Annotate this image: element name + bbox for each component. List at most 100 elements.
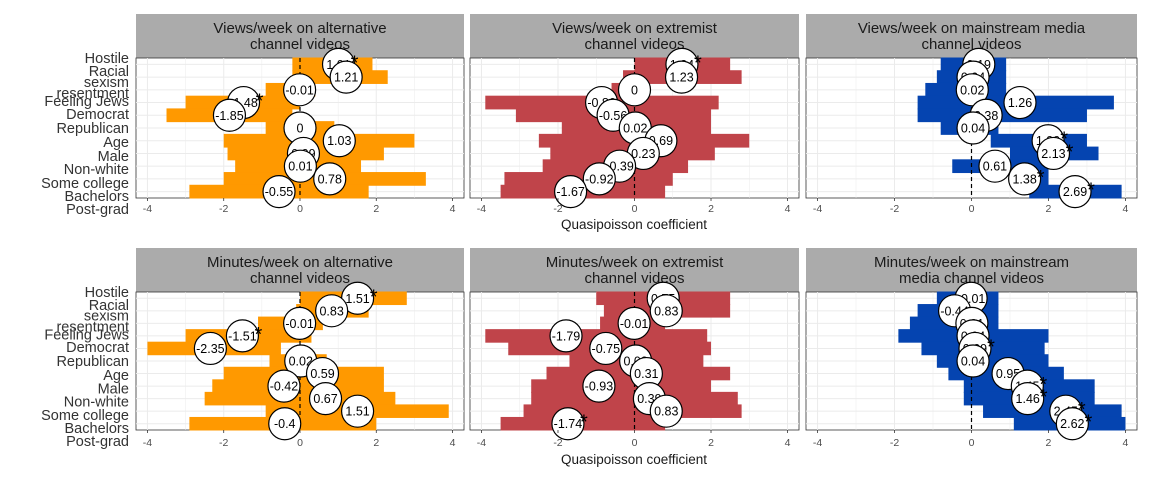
x-tick-label: -4 — [143, 437, 152, 449]
y-tick-label: resentment — [56, 86, 129, 102]
significance-star: * — [1040, 387, 1048, 409]
x-tick-label: -4 — [143, 203, 152, 215]
x-tick-label: -2 — [890, 437, 899, 449]
facet-title: Minutes/week on alternative — [207, 254, 393, 271]
estimate-point — [308, 382, 343, 416]
estimate-label: -0.75 — [592, 342, 621, 356]
estimate-point — [1008, 162, 1042, 196]
estimate-label: -1.51 — [228, 329, 257, 343]
estimate-label: 0.61 — [983, 160, 1007, 174]
estimate-label: -0.42 — [270, 380, 299, 394]
y-tick-label: Feeling Jews — [44, 94, 129, 110]
x-tick-label: -2 — [219, 437, 228, 449]
estimate-label: 0.02 — [289, 355, 313, 369]
x-tick-label: 0 — [297, 437, 303, 449]
estimate-label: 0.02 — [960, 83, 984, 97]
x-tick-label: 0 — [632, 437, 638, 449]
estimate-label: -0.56 — [599, 109, 628, 123]
x-tick-label: 4 — [450, 203, 456, 215]
x-tick-label: 2 — [708, 437, 714, 449]
x-axis-title-top: Quasipoisson coefficient — [561, 217, 707, 232]
x-tick-label: 2 — [1046, 203, 1052, 215]
significance-star: * — [370, 286, 378, 308]
estimate-label: 1.46 — [1016, 392, 1040, 406]
estimate-label: 0.04 — [961, 355, 985, 369]
estimate-point — [582, 369, 616, 403]
estimate-point — [1011, 382, 1045, 416]
x-tick-label: -2 — [890, 203, 899, 215]
interval-bar — [223, 133, 415, 148]
estimate-point — [956, 344, 990, 378]
estimate-point — [283, 149, 317, 183]
estimate-point — [1055, 407, 1089, 441]
estimate-point — [551, 407, 585, 441]
y-tick-label: Non-white — [64, 394, 129, 410]
x-axis-title-bottom: Quasipoisson coefficient — [561, 452, 707, 467]
estimate-label: -0.92 — [585, 172, 614, 186]
facet-title: channel videos — [250, 36, 350, 53]
estimate-point — [340, 394, 375, 428]
estimate-label: 0.01 — [288, 160, 312, 174]
estimate-label: 1.03 — [327, 134, 351, 148]
estimate-point — [978, 149, 1012, 183]
x-tick-label: 0 — [632, 203, 638, 215]
facet-strip — [470, 248, 799, 292]
y-tick-label: sexism — [84, 309, 129, 325]
estimate-point — [649, 294, 683, 328]
x-tick-label: 0 — [969, 437, 975, 449]
estimate-point — [582, 162, 616, 196]
significance-star: * — [694, 52, 702, 74]
estimate-label: 0.59 — [310, 367, 334, 381]
estimate-label: 2.62 — [1060, 417, 1084, 431]
estimate-label: -0.01 — [620, 317, 649, 331]
y-tick-label: Some college — [41, 176, 129, 192]
estimate-label: 0.31 — [634, 367, 658, 381]
x-tick-label: -2 — [553, 203, 562, 215]
significance-star: * — [256, 91, 264, 113]
x-tick-label: 2 — [1046, 437, 1052, 449]
x-tick-label: 0 — [969, 203, 975, 215]
facet-strip — [470, 14, 799, 58]
x-tick-label: 4 — [450, 437, 456, 449]
estimate-label: -0.55 — [265, 185, 294, 199]
estimate-label: 2.13 — [1041, 147, 1065, 161]
facet-strip — [136, 248, 464, 292]
significance-star: * — [987, 336, 995, 358]
estimate-label: -0.01 — [285, 317, 314, 331]
estimate-label: -0.93 — [585, 380, 614, 394]
estimate-label: -0.01 — [285, 83, 314, 97]
estimate-label: -2.35 — [196, 342, 225, 356]
estimate-label: 0.02 — [623, 122, 647, 136]
estimate-point — [554, 175, 588, 209]
significance-star: * — [1039, 374, 1047, 396]
estimate-label: 1.38 — [1012, 172, 1036, 186]
facet-title: Minutes/week on extremist — [546, 254, 724, 271]
estimate-label: 2.69 — [1063, 185, 1087, 199]
y-tick-label: Male — [98, 149, 129, 165]
estimate-label: 1.21 — [334, 71, 358, 85]
y-tick-label: Racial — [89, 298, 129, 314]
y-tick-label: Racial — [89, 64, 129, 80]
estimate-label: 0.04 — [961, 122, 985, 136]
estimate-point — [1003, 85, 1037, 120]
estimate-point — [1058, 175, 1092, 209]
y-tick-label: Democrat — [66, 107, 129, 123]
estimate-point — [267, 369, 301, 403]
x-tick-label: 4 — [1123, 437, 1129, 449]
estimate-label: -1.67 — [556, 185, 585, 199]
estimate-point — [589, 331, 623, 366]
y-tick-label: Republican — [56, 121, 129, 137]
y-tick-label: Non-white — [64, 162, 129, 178]
y-tick-label: Post-grad — [66, 434, 129, 450]
estimate-point — [268, 407, 302, 441]
facet-title: Minutes/week on mainstream — [874, 254, 1069, 271]
estimate-label: 1.23 — [669, 71, 693, 85]
x-tick-label: -4 — [813, 437, 822, 449]
